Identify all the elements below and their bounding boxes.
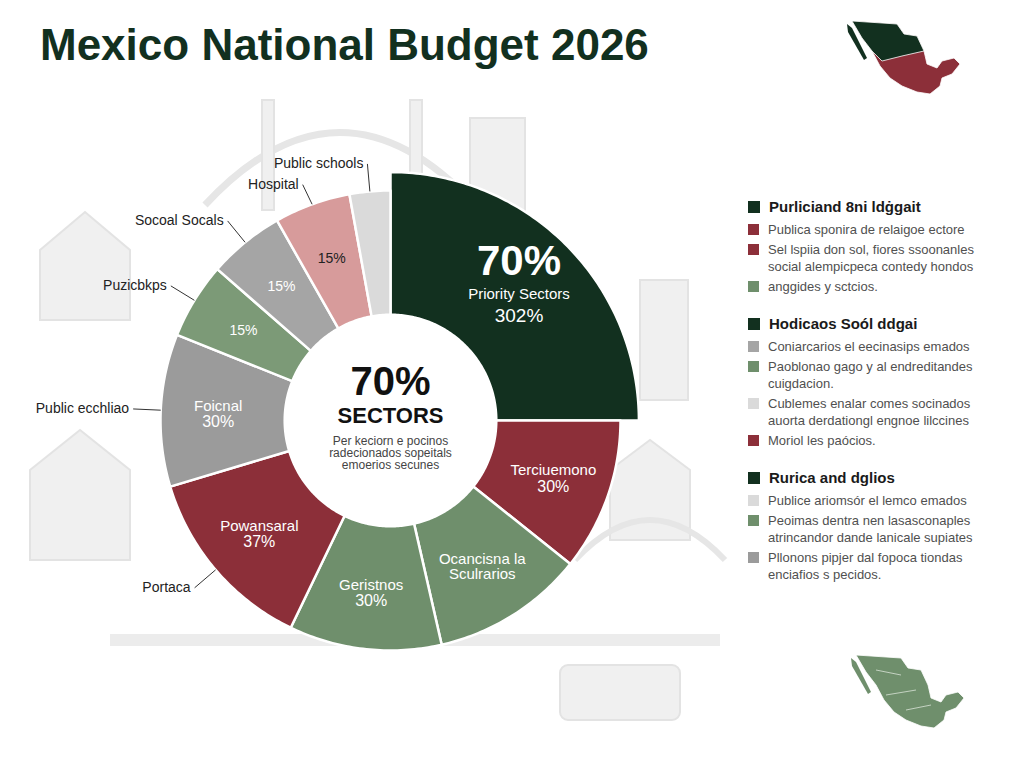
html-text:Rurica and dglios: Rurica and dglios [769,469,895,486]
svg-text:Puzicbkps: Puzicbkps [103,277,167,293]
svg-text:Priority Sectors: Priority Sectors [468,285,570,302]
svg-text:Per keciorn e pocinosradeciona: Per keciorn e pocinosradecionados sopeit… [329,434,452,472]
html-text:Purliciand 8ni ldġgait: Purliciand 8ni ldġgait [769,198,921,215]
svg-text:Ocancisna laSculrarios: Ocancisna laSculrarios [439,550,526,582]
svg-text:15%: 15% [267,278,295,294]
html-text:Mexico National Budget 2026: Mexico National Budget 2026 [40,20,649,69]
html-text:Hodicaos Soól ddgai: Hodicaos Soól ddgai [769,315,918,332]
html-text:Sel lspiia don sol, fiores sso: Sel lspiia don sol, fiores ssoonanles so… [768,242,974,274]
svg-text:Public ecchliao: Public ecchliao [36,400,130,416]
svg-text:SECTORS: SECTORS [338,403,444,428]
svg-text:Hospital: Hospital [248,176,299,192]
svg-text:Portaca: Portaca [142,579,190,595]
html-text:Cublemes enalar comes socinado: Cublemes enalar comes socinados auorta d… [768,396,971,428]
svg-text:Terciuemono: Terciuemono [510,461,596,478]
html-text:Publice ariomsór el lemco emad: Publice ariomsór el lemco emados [768,493,967,508]
svg-text:30%: 30% [355,592,387,609]
svg-text:15%: 15% [318,250,346,266]
svg-text:70%: 70% [477,237,561,284]
svg-text:37%: 37% [243,533,275,550]
html-text:Peoimas dentra nen lasasconapl: Peoimas dentra nen lasasconaples atrinca… [768,513,973,545]
svg-text:Foicnal: Foicnal [194,397,242,414]
svg-text:30%: 30% [537,478,569,495]
svg-text:Geristnos: Geristnos [339,576,403,593]
html-text:Coniarcarios el eecinasips ema: Coniarcarios el eecinasips emados [768,339,970,354]
svg-text:Socoal Socals: Socoal Socals [135,212,224,228]
html-text:Publica sponira de relaigoe ec: Publica sponira de relaigoe ectore [768,222,965,237]
html-text:anggides y sctcios.: anggides y sctcios. [768,279,878,294]
svg-text:30%: 30% [202,413,234,430]
svg-text:302%: 302% [495,305,544,326]
html-text:Paoblonao gago y al endreditan: Paoblonao gago y al endreditandes cuigda… [768,359,973,391]
svg-text:70%: 70% [350,359,430,403]
html-text:Pllonons pipjer dal fopoca tio: Pllonons pipjer dal fopoca tiondas encia… [768,550,963,582]
svg-text:Public schools: Public schools [274,155,364,171]
html-text:Moriol les paócios.: Moriol les paócios. [768,433,876,448]
svg-text:Powansaral: Powansaral [220,517,298,534]
svg-text:15%: 15% [229,322,257,338]
